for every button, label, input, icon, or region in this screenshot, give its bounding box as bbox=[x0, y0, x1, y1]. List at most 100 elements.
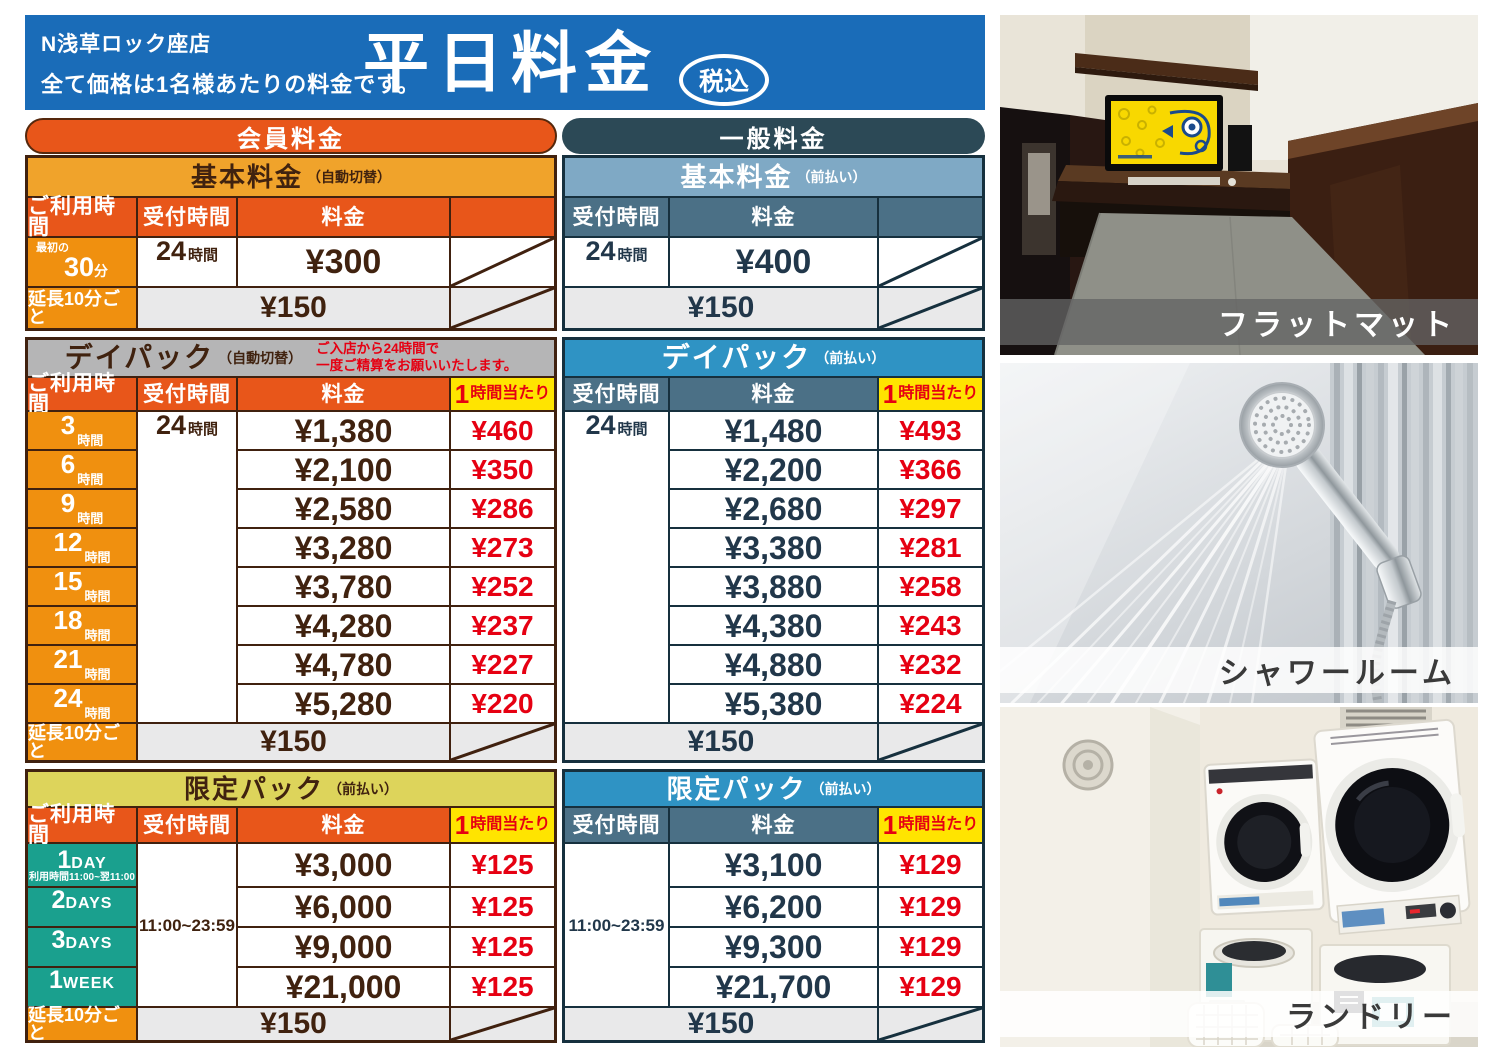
price-cell: ¥400 bbox=[670, 238, 877, 286]
reception-cell: 24 時間 bbox=[138, 238, 236, 286]
reception-cell-merged: 24 時間 bbox=[565, 412, 668, 722]
col-header-reception: 受付時間 bbox=[565, 808, 668, 842]
diagonal-cell bbox=[879, 238, 982, 286]
usage-label-18h: 18 時間 bbox=[28, 607, 136, 644]
per-hour-cell: ¥243 bbox=[879, 607, 982, 644]
col-header-reception: 受付時間 bbox=[138, 198, 236, 236]
diagonal-cell bbox=[451, 238, 554, 286]
price-cell: ¥21,700 bbox=[670, 968, 877, 1006]
price-cell: ¥300 bbox=[238, 238, 449, 286]
usage-label-6h: 6 時間 bbox=[28, 451, 136, 488]
price-cell: ¥9,300 bbox=[670, 928, 877, 966]
per-hour-cell: ¥460 bbox=[451, 412, 554, 449]
col-header-price: 料金 bbox=[238, 808, 449, 842]
usage-label-first30min: 最初の 30 分 bbox=[28, 238, 136, 286]
price-cell: ¥4,780 bbox=[238, 646, 449, 683]
price-cell: ¥3,380 bbox=[670, 529, 877, 566]
diagonal-cell bbox=[879, 1008, 982, 1040]
photo-caption: シャワールーム bbox=[1000, 647, 1478, 693]
member-limited-title: 限定パック （前払い） bbox=[28, 772, 554, 806]
usage-label-1week: 1 WEEK bbox=[28, 968, 136, 1006]
price-cell: ¥4,280 bbox=[238, 607, 449, 644]
per-hour-cell: ¥493 bbox=[879, 412, 982, 449]
col-header-empty bbox=[879, 198, 982, 236]
per-hour-cell: ¥232 bbox=[879, 646, 982, 683]
col-header-empty bbox=[451, 198, 554, 236]
price-cell: ¥9,000 bbox=[238, 928, 449, 966]
per-hour-cell: ¥129 bbox=[879, 968, 982, 1006]
daypack-warning: ご入店から24時間で 一度ご精算をお願いいたします。 bbox=[316, 341, 518, 373]
diagonal-cell bbox=[879, 288, 982, 328]
photo-laundry: ランドリー bbox=[1000, 707, 1478, 1047]
general-daypack-table: デイパック （前払い） 受付時間 料金 1 時間当たり 24 時間 ¥1,480 … bbox=[562, 337, 985, 763]
header-subtitle: 全て価格は1名様あたりの料金です。 bbox=[41, 72, 421, 97]
price-cell: ¥3,000 bbox=[238, 844, 449, 886]
per-hour-cell: ¥125 bbox=[451, 968, 554, 1006]
price-cell: ¥4,380 bbox=[670, 607, 877, 644]
general-basic-title: 基本料金 （前払い） bbox=[565, 158, 982, 196]
per-hour-cell: ¥258 bbox=[879, 568, 982, 605]
shower-illustration bbox=[1000, 363, 1478, 703]
extension-label: 延長10分ごと bbox=[28, 288, 136, 328]
usage-label-3h: 3 時間 bbox=[28, 412, 136, 449]
price-cell: ¥1,480 bbox=[670, 412, 877, 449]
photo-flat-mat: フラットマット bbox=[1000, 15, 1478, 355]
extension-price: ¥150 bbox=[565, 724, 877, 760]
col-header-per-hour: 1 時間当たり bbox=[879, 378, 982, 410]
extension-price: ¥150 bbox=[138, 724, 449, 760]
price-cell: ¥21,000 bbox=[238, 968, 449, 1006]
diagonal-cell bbox=[451, 288, 554, 328]
price-cell: ¥1,380 bbox=[238, 412, 449, 449]
general-basic-table: 基本料金 （前払い） 受付時間 料金 24 時間 ¥400 ¥150 bbox=[562, 155, 985, 331]
col-header-usage: ご利用時間 bbox=[28, 373, 136, 415]
diagonal-cell bbox=[879, 724, 982, 760]
price-cell: ¥2,580 bbox=[238, 490, 449, 527]
per-hour-cell: ¥129 bbox=[879, 844, 982, 886]
header-left: N浅草ロック座店 全て価格は1名様あたりの料金です。 bbox=[41, 15, 420, 110]
member-price-pill: 会員料金 bbox=[25, 118, 557, 154]
per-hour-cell: ¥297 bbox=[879, 490, 982, 527]
price-cell: ¥2,100 bbox=[238, 451, 449, 488]
price-cell: ¥5,280 bbox=[238, 685, 449, 722]
per-hour-cell: ¥237 bbox=[451, 607, 554, 644]
usage-label-3days: 3 DAYS bbox=[28, 928, 136, 966]
per-hour-cell: ¥252 bbox=[451, 568, 554, 605]
usage-label-12h: 12 時間 bbox=[28, 529, 136, 566]
extension-label: 延長10分ごと bbox=[28, 724, 136, 760]
usage-label-1day: 1 DAY 利用時間11:00~翌11:00 bbox=[28, 844, 136, 886]
col-header-price: 料金 bbox=[670, 198, 877, 236]
per-hour-cell: ¥125 bbox=[451, 844, 554, 886]
col-header-reception: 受付時間 bbox=[138, 808, 236, 842]
price-cell: ¥6,000 bbox=[238, 888, 449, 926]
per-hour-cell: ¥286 bbox=[451, 490, 554, 527]
extension-label: 延長10分ごと bbox=[28, 1006, 136, 1042]
usage-label-2days: 2 DAYS bbox=[28, 888, 136, 926]
per-hour-cell: ¥125 bbox=[451, 888, 554, 926]
per-hour-cell: ¥366 bbox=[879, 451, 982, 488]
col-header-reception: 受付時間 bbox=[565, 378, 668, 410]
usage-label-21h: 21 時間 bbox=[28, 646, 136, 683]
price-cell: ¥3,280 bbox=[238, 529, 449, 566]
price-cell: ¥3,880 bbox=[670, 568, 877, 605]
flat-mat-illustration bbox=[1000, 15, 1478, 355]
reception-cell-merged: 11:00~23:59 bbox=[565, 844, 668, 1006]
reception-cell-merged: 24 時間 bbox=[138, 412, 236, 722]
general-limited-title: 限定パック （前払い） bbox=[565, 772, 982, 806]
col-header-usage: ご利用時間 bbox=[28, 804, 136, 846]
extension-price: ¥150 bbox=[565, 288, 877, 328]
col-header-price: 料金 bbox=[670, 808, 877, 842]
price-cell: ¥5,380 bbox=[670, 685, 877, 722]
col-header-reception: 受付時間 bbox=[138, 378, 236, 410]
per-hour-cell: ¥273 bbox=[451, 529, 554, 566]
diagonal-cell bbox=[451, 1008, 554, 1040]
price-cell: ¥3,780 bbox=[238, 568, 449, 605]
per-hour-cell: ¥227 bbox=[451, 646, 554, 683]
per-hour-cell: ¥220 bbox=[451, 685, 554, 722]
per-hour-cell: ¥281 bbox=[879, 529, 982, 566]
photo-caption: フラットマット bbox=[1000, 299, 1478, 345]
general-price-pill: 一般料金 bbox=[562, 118, 985, 154]
col-header-per-hour: 1 時間当たり bbox=[451, 378, 554, 410]
per-hour-cell: ¥350 bbox=[451, 451, 554, 488]
general-limited-table: 限定パック （前払い） 受付時間 料金 1 時間当たり 11:00~23:59 ¥… bbox=[562, 769, 985, 1043]
